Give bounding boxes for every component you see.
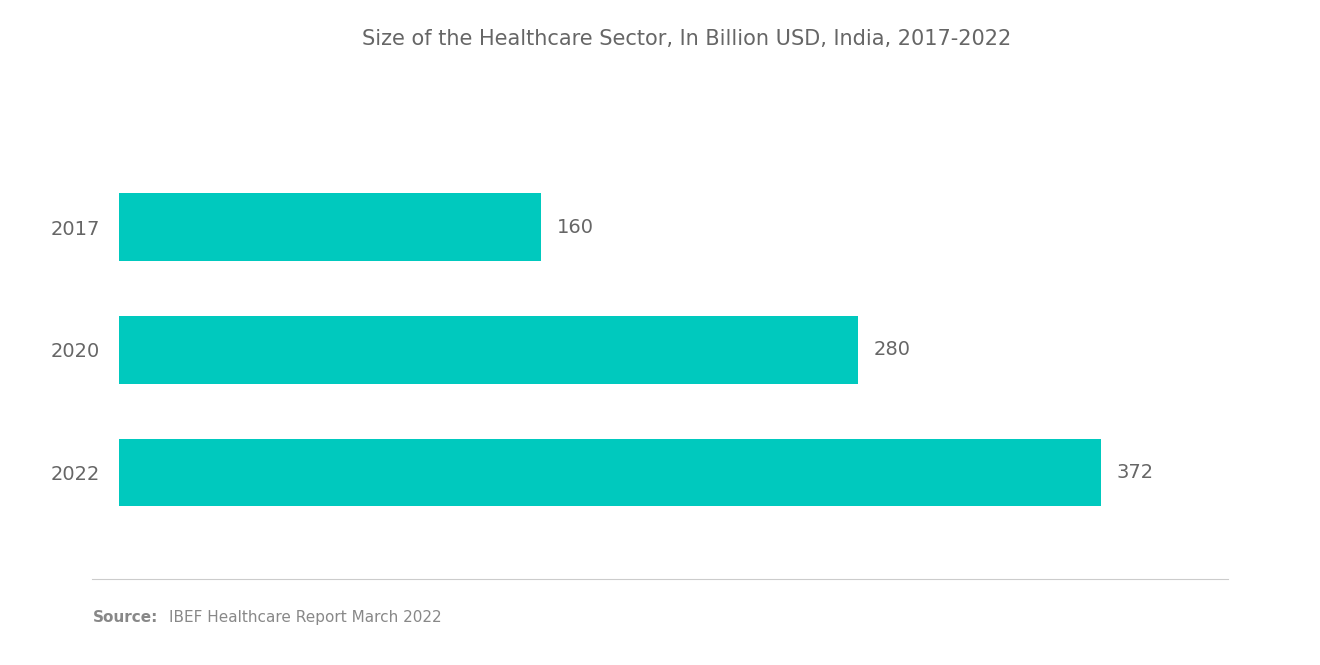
- Title: Size of the Healthcare Sector, In Billion USD, India, 2017-2022: Size of the Healthcare Sector, In Billio…: [362, 29, 1011, 49]
- Bar: [119, 316, 858, 384]
- Bar: [119, 194, 541, 261]
- Bar: [119, 439, 1101, 507]
- Text: IBEF Healthcare Report March 2022: IBEF Healthcare Report March 2022: [169, 610, 442, 625]
- Text: 372: 372: [1117, 463, 1154, 482]
- Text: 280: 280: [874, 340, 911, 359]
- Text: Source:: Source:: [92, 610, 158, 625]
- Text: 160: 160: [557, 217, 594, 237]
